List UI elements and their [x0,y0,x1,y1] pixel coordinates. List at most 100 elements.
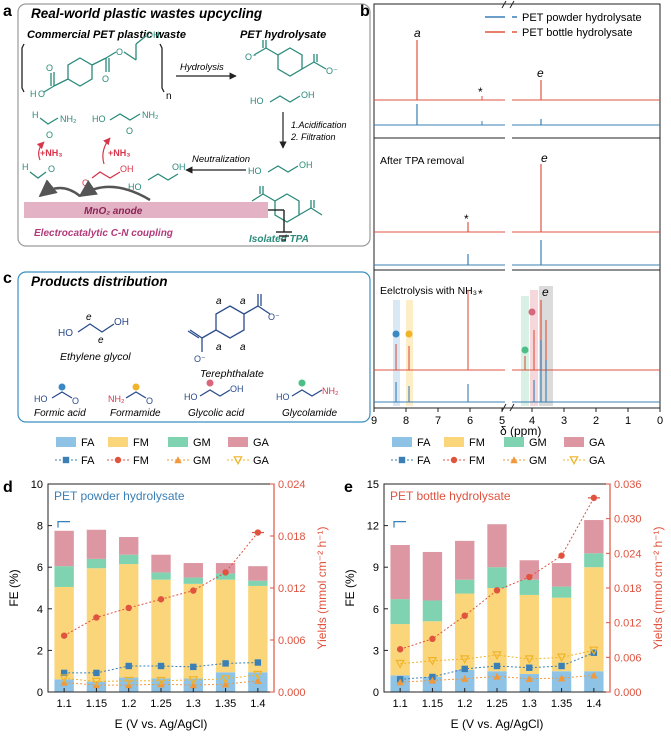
chart-d: FA FM GM GA FA FM GM GA PET powder hydrolysate 0 2… [7,437,329,731]
yield-point-gm [428,676,437,684]
yield-point-ga [556,653,567,663]
legend-bar-label-fm: FM [469,437,485,449]
yield-point-ga [156,676,166,686]
y2-tick-label: 0.000 [614,687,642,699]
yield-point-fm [60,632,68,639]
y-tick-label: 2 [37,645,43,657]
nh3-arrow-2 [102,137,111,165]
fa-marker-dot [58,383,66,391]
y-tick-label: 6 [373,604,379,616]
step2-label: 2. Filtration [290,132,336,142]
yield-point-fa [590,649,598,656]
bar-gm [551,586,572,598]
atom-oh-6: OH [114,317,129,328]
panel-c-title: Products distribution [31,274,168,289]
y2-tick-label: 0.018 [614,583,642,595]
atom-o-4: O [116,47,123,57]
electrolysis-label: Eelctrolysis with NH₃ [380,285,477,297]
yield-point-ga [59,674,69,684]
yield-point-fa [93,669,100,677]
x-tick-label: 1.15 [422,698,443,710]
x-tick-label: 1.35 [215,698,236,710]
y-tick-label: 0 [37,687,43,699]
left-axis-indicator-arrow [393,521,406,528]
y2-tick-label: 0.036 [614,479,642,491]
atom-o-3: O [102,74,109,84]
legend-bar-swatch-fm [444,437,464,447]
atom-o-5: O [82,178,89,188]
nmr-fm-dot [405,330,413,338]
y-tick-label: 10 [31,479,43,491]
pet-hydrolysate-label: PET hydrolysate [240,29,326,41]
formamide-structure-a [39,117,59,125]
bar-fm [551,597,572,672]
yield-point-fm [396,646,404,653]
atom-h-2: H [22,162,29,172]
bar-fm [487,588,507,672]
y2-axis-label: Yields (mmol cm⁻² h⁻¹) [651,527,665,650]
legend-line-label-ga: GA [253,455,270,467]
legend-line-label-ga: GA [589,455,606,467]
yield-point-gm [493,672,501,680]
x-tick-label: 1.3 [522,698,537,710]
yield-point-ga [460,655,470,665]
x-axis-label: E (V vs. Ag/AgCl) [451,717,544,731]
hydrolysis-label: Hydrolysis [180,62,224,73]
yield-point-fa [526,664,533,671]
bar-ga [183,563,203,578]
bar-fm [215,579,236,673]
y-axis-label: FE (%) [343,569,357,606]
nh3-label-2: +NH₃ [108,148,130,158]
atom-o-10: O [146,396,153,406]
yield-line-ga [64,674,258,683]
bar-gm [86,558,107,569]
yield-point-fa [222,660,229,667]
bar-ga [86,529,107,559]
yield-point-ga [253,670,263,680]
y-tick-label: 0 [373,687,379,699]
bar-gm [151,572,171,580]
atom-o-minus-1: O⁻ [245,52,257,62]
pet-waste-label: Commercial PET plastic waste [27,29,186,41]
panel-a: a Real-world plastic wastes upcycling Co… [3,3,371,247]
bar-gm [54,566,74,587]
legend-bar-swatch-ga [564,437,584,447]
yield-point-fm [429,635,436,643]
x-tick-label: 1.25 [486,698,507,710]
y-axis-label: FE (%) [7,569,21,606]
bar-fm [151,579,171,679]
neutralization-label: Neutralization [192,154,250,165]
x-tick-label: 1.15 [86,698,107,710]
legend-marker-fm [450,456,458,464]
y-tick-label: 3 [373,645,379,657]
chart-title: PET powder hydrolysate [54,489,185,503]
y2-tick-label: 0.006 [278,635,306,647]
step1-label: 1.Acidification [291,120,347,130]
bar-ga [455,540,475,580]
yield-point-fm [493,587,501,594]
atom-oh-5: OH [120,164,134,174]
nmr-subplot-3: Eelctrolysis with NH₃ * e [374,285,660,406]
legend-bar-swatch-fa [392,437,412,447]
nmr-frame [373,3,661,409]
bar-fm [119,564,139,678]
nmr-x-tick-label: 6 [467,415,473,427]
legend-line-label-fm: FM [469,455,485,467]
x-tick-label: 1.25 [150,698,171,710]
legend-line-label-fa: FA [417,455,431,467]
atom-oh-7: OH [230,384,244,394]
yield-point-fa [558,662,565,670]
atom-o-minus-3: O⁻ [194,354,206,364]
yield-line-ga [400,649,594,665]
eg-label-e2: e [98,335,104,346]
nmr-x-tick-label: 2 [593,415,599,427]
atom-oh-1: OH [146,30,160,40]
eg-structure-b [267,165,299,173]
oxidation-arrow-1 [78,179,151,202]
glycolamide-structure-a [109,113,141,121]
bar-fm [248,585,268,673]
formamide-structure-c [125,391,147,399]
nmr-x-tick-label: 8 [403,415,409,427]
y-tick-label: 8 [37,521,43,533]
